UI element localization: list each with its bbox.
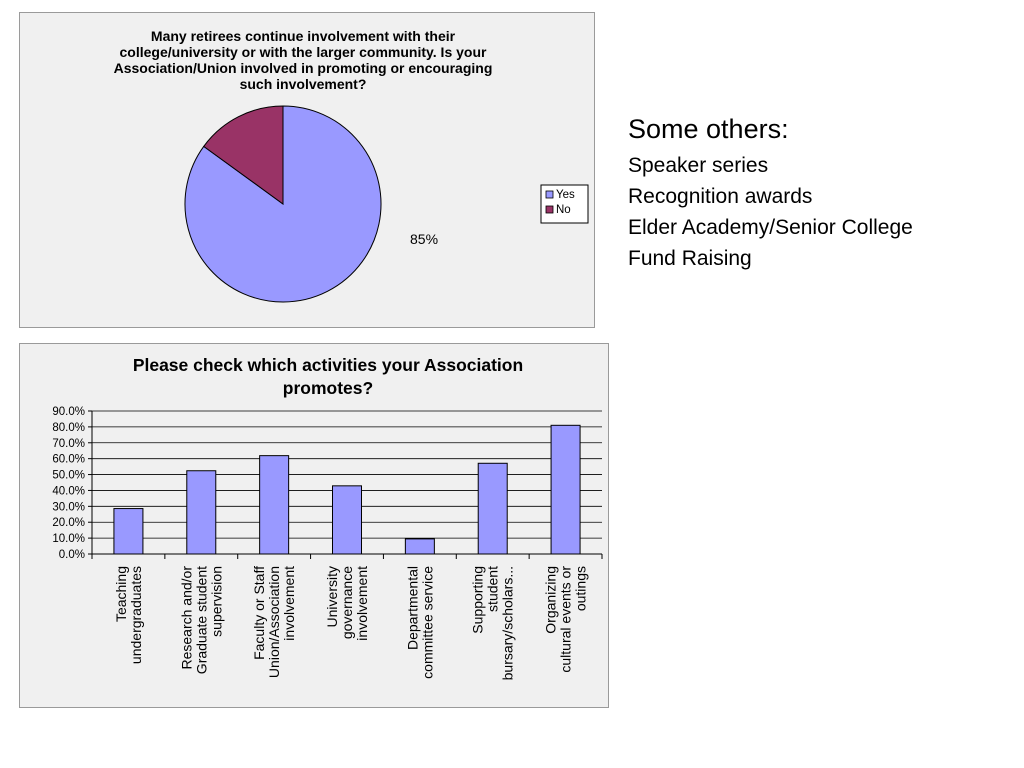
x-category-label-line: Organizing bbox=[543, 566, 559, 634]
pie-chart-title-line: such involvement? bbox=[240, 76, 367, 92]
other-item: Recognition awards bbox=[628, 185, 813, 208]
bar-chart-title-line: promotes? bbox=[283, 378, 373, 398]
y-tick-label: 10.0% bbox=[52, 533, 85, 545]
y-tick-label: 20.0% bbox=[52, 517, 85, 529]
others-heading: Some others: bbox=[628, 114, 789, 144]
bar-chart-title-line: Please check which activities your Assoc… bbox=[133, 355, 523, 375]
x-category-label-line: student bbox=[485, 566, 501, 612]
y-tick-label: 50.0% bbox=[52, 470, 85, 482]
x-category-label-line: Faculty or Staff bbox=[251, 566, 267, 660]
legend-swatch-yes bbox=[545, 190, 554, 199]
bar bbox=[259, 455, 290, 555]
pie-chart-panel: Many retirees continue involvement with … bbox=[19, 12, 595, 328]
other-item: Elder Academy/Senior College bbox=[628, 216, 913, 239]
x-category-label-line: Teaching bbox=[113, 566, 129, 622]
x-category-label-line: Research and/or bbox=[178, 566, 194, 670]
pie-chart: Many retirees continue involvement with … bbox=[114, 28, 589, 303]
bar-chart: Please check which activities your Assoc… bbox=[52, 355, 603, 680]
other-item: Speaker series bbox=[628, 154, 769, 177]
x-category-label-line: Graduate student bbox=[193, 566, 209, 674]
pie-data-label: 85% bbox=[410, 231, 438, 247]
bar bbox=[332, 485, 362, 555]
y-tick-label: 70.0% bbox=[52, 438, 85, 450]
x-category-label: Organizing cultural events or outings bbox=[543, 566, 589, 673]
y-tick-label: 0.0% bbox=[59, 549, 85, 561]
pie-chart-title-line: Many retirees continue involvement with … bbox=[151, 28, 456, 44]
bar bbox=[477, 462, 508, 555]
x-category-label: University governance involvement bbox=[324, 566, 370, 641]
legend-swatch-no bbox=[545, 205, 554, 214]
x-category-label-line: Union/Association bbox=[266, 566, 282, 678]
x-category-label-line: supervision bbox=[208, 566, 224, 637]
x-category-label-line: University bbox=[324, 566, 340, 627]
x-category-label-line: Supporting bbox=[470, 566, 486, 634]
y-tick-label: 80.0% bbox=[52, 422, 85, 434]
x-category-label: Research and/or Graduate student supervisi… bbox=[178, 566, 224, 675]
y-tick-label: 40.0% bbox=[52, 485, 85, 497]
other-item: Fund Raising bbox=[628, 247, 752, 270]
x-category-label-line: involvement bbox=[354, 566, 370, 641]
pie-chart-title-line: college/university or with the larger co… bbox=[120, 44, 487, 60]
legend-label-no: No bbox=[556, 204, 571, 216]
x-category-label-line: governance bbox=[339, 566, 355, 639]
x-category-label: Departmental committee service bbox=[404, 566, 435, 679]
y-tick-label: 90.0% bbox=[52, 406, 85, 418]
x-category-label: Teaching undergraduates bbox=[113, 566, 144, 664]
x-category-label-line: bursary/scholars... bbox=[500, 566, 516, 680]
x-category-label-line: cultural events or bbox=[558, 566, 574, 673]
pie-chart-title-line: Association/Union involved in promoting … bbox=[114, 60, 493, 76]
legend-label-yes: Yes bbox=[556, 189, 575, 201]
bar-chart-panel: Please check which activities your Assoc… bbox=[19, 343, 609, 708]
x-category-label: Supporting student bursary/scholars... bbox=[470, 566, 516, 680]
x-category-label-line: undergraduates bbox=[128, 566, 144, 664]
x-category-label-line: involvement bbox=[281, 566, 297, 641]
y-tick-label: 60.0% bbox=[52, 454, 85, 466]
bar bbox=[113, 508, 144, 555]
bar bbox=[404, 538, 435, 555]
x-category-label-line: Departmental bbox=[404, 566, 420, 650]
x-category-label-line: outings bbox=[573, 566, 589, 611]
bar bbox=[186, 470, 217, 555]
other-activities-list: Some others: Speaker series Recognition … bbox=[628, 112, 913, 274]
x-category-label: Faculty or Staff Union/Association involve… bbox=[251, 566, 297, 678]
pie-slice-no bbox=[203, 105, 284, 205]
bar bbox=[550, 424, 581, 555]
y-tick-label: 30.0% bbox=[52, 501, 85, 513]
x-category-label-line: committee service bbox=[419, 566, 435, 679]
